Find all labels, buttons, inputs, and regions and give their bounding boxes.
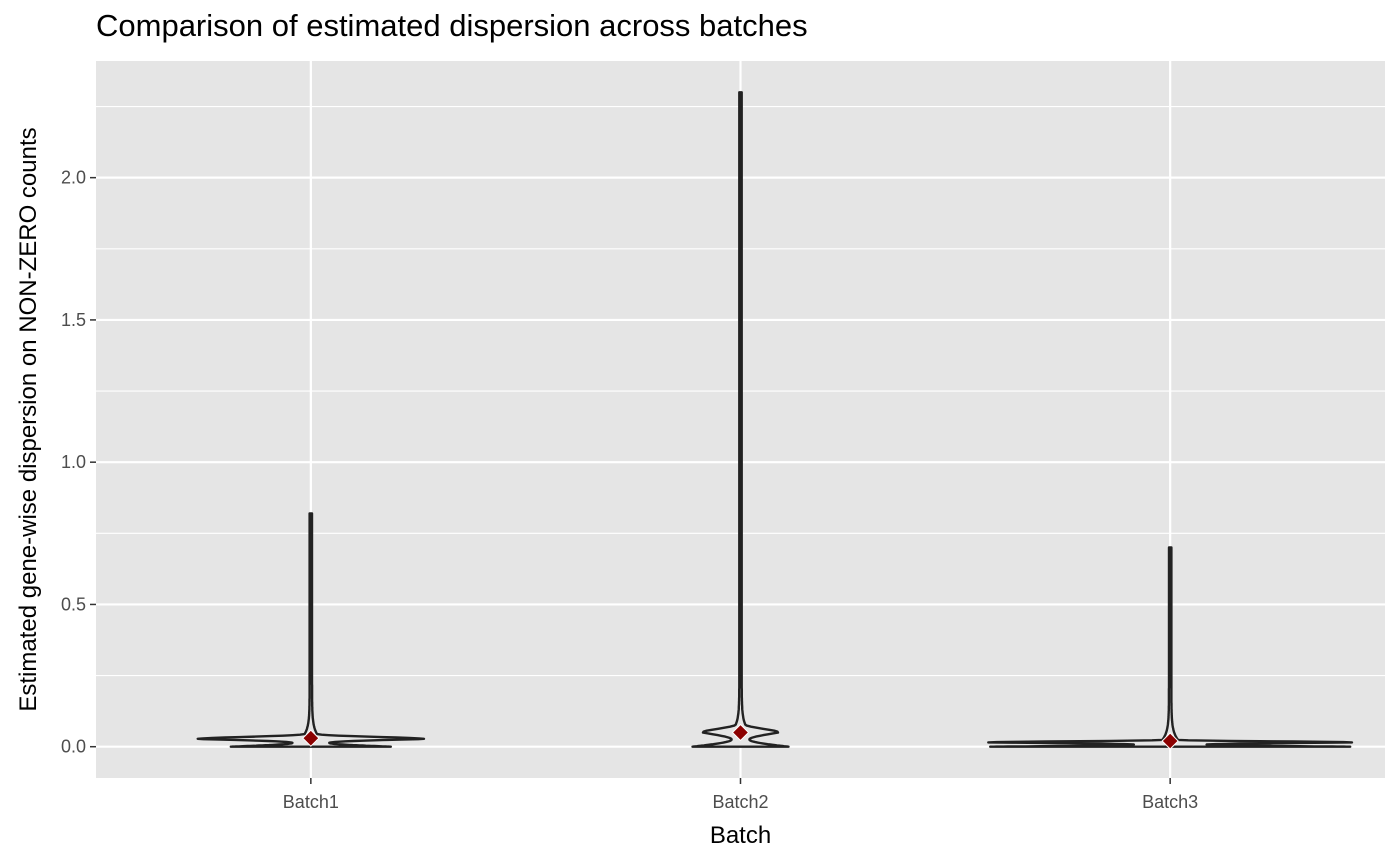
- x-tick-label: Batch1: [283, 792, 339, 812]
- y-tick-label: 1.5: [61, 310, 86, 330]
- mean-markers: [302, 723, 1179, 750]
- x-tick-label: Batch2: [712, 792, 768, 812]
- y-tick-label: 2.0: [61, 168, 86, 188]
- violin-layer: [196, 91, 1354, 748]
- y-axis-title: Estimated gene-wise dispersion on NON-ZE…: [15, 127, 42, 711]
- violin-batch2: [691, 91, 790, 748]
- mean-marker-batch2: [731, 723, 750, 742]
- chart-title: Comparison of estimated dispersion acros…: [96, 8, 808, 43]
- y-tick-label: 0.5: [61, 594, 86, 614]
- mean-marker-batch3: [1161, 732, 1179, 750]
- mean-marker-batch1: [302, 729, 320, 747]
- x-axis-title: Batch: [710, 822, 771, 849]
- violin-batch1: [196, 512, 426, 748]
- x-tick-label: Batch3: [1142, 792, 1198, 812]
- violin-batch3: [987, 546, 1354, 748]
- y-tick-label: 0.0: [61, 737, 86, 757]
- y-tick-label: 1.0: [61, 452, 86, 472]
- x-axis: Batch1 Batch2 Batch3: [283, 778, 1198, 812]
- y-axis: 0.0 0.5 1.0 1.5 2.0: [61, 168, 96, 757]
